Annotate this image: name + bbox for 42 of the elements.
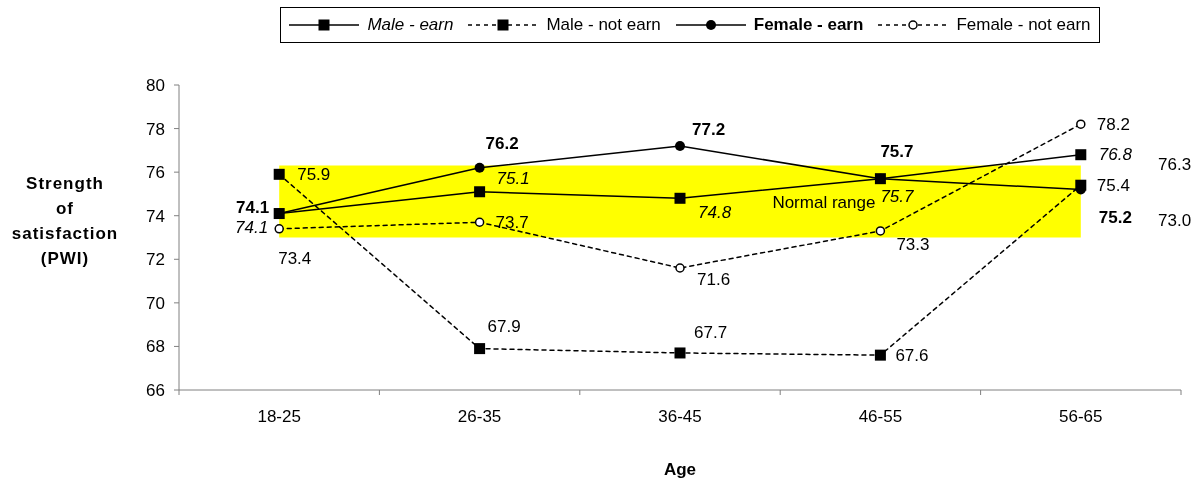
x-tick-label: 56-65 <box>1059 406 1103 426</box>
data-label: 75.9 <box>297 164 331 184</box>
x-axis-title: Age <box>663 459 697 479</box>
x-tick-label: 36-45 <box>658 406 702 426</box>
data-label: 73.3 <box>896 235 930 255</box>
data-label: 74.1 <box>236 198 270 218</box>
data-label: 67.9 <box>487 317 521 337</box>
data-label: 76.8 <box>1098 145 1133 165</box>
y-tick-label: 72 <box>146 250 165 270</box>
legend-label: Male - earn <box>367 15 454 35</box>
data-label: 74.1 <box>235 218 269 238</box>
x-tick-label: 46-55 <box>858 406 903 426</box>
data-label: 75.4 <box>1096 175 1130 195</box>
data-label: 73.4 <box>278 249 312 269</box>
text: 76.3 <box>1158 154 1192 174</box>
data-label: 73.7 <box>495 212 529 232</box>
data-label: 75.1 <box>496 169 530 189</box>
x-tick-label: 26-35 <box>457 406 502 426</box>
data-label: 74.8 <box>698 202 732 222</box>
text: 73.0 <box>1158 210 1192 230</box>
data-label: 75.7 <box>880 187 915 207</box>
y-tick-label: 68 <box>146 337 165 357</box>
y-tick-label: 78 <box>146 119 165 139</box>
y-tick-label: 70 <box>146 293 165 313</box>
data-label: 75.2 <box>1098 208 1132 228</box>
x-tick-label: 18-25 <box>257 406 301 426</box>
y-tick-label: 74 <box>146 206 165 226</box>
legend-label: Female - not earn <box>956 15 1091 35</box>
band-label: Normal range <box>772 192 876 212</box>
y-tick-label: 80 <box>146 76 165 96</box>
legend-label: Male - not earn <box>546 15 661 35</box>
y-axis-title: Strength of satisfaction (PWI) <box>11 173 119 268</box>
data-label: 76.2 <box>485 134 519 154</box>
data-label: 67.6 <box>895 345 929 365</box>
y-tick-label: 76 <box>146 163 165 183</box>
data-label: 75.7 <box>880 142 914 162</box>
data-label: 67.7 <box>694 323 728 343</box>
y-tick-label: 66 <box>146 381 165 401</box>
data-label: 71.6 <box>697 269 731 289</box>
data-label: 77.2 <box>692 119 726 139</box>
data-label: 78.2 <box>1096 114 1130 134</box>
legend-label: Female - earn <box>753 15 864 35</box>
